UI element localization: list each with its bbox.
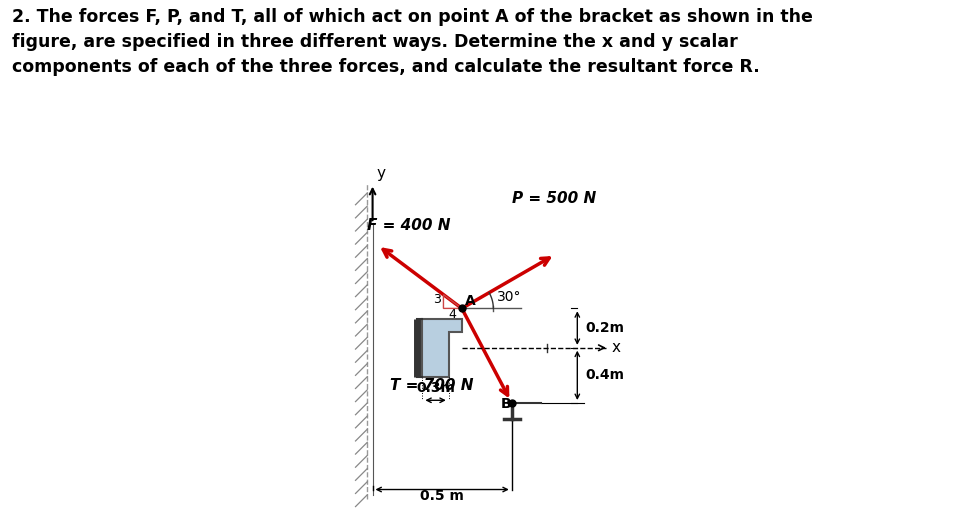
Text: F = 400 N: F = 400 N [367, 218, 451, 233]
Text: B: B [501, 397, 512, 411]
Text: 0.5 m: 0.5 m [420, 489, 464, 503]
Polygon shape [422, 319, 462, 377]
Text: x: x [612, 340, 620, 355]
Text: P = 500 N: P = 500 N [512, 191, 596, 206]
Text: 30°: 30° [498, 290, 522, 304]
Text: A: A [465, 294, 476, 308]
Text: 3: 3 [433, 293, 441, 306]
Text: 0.2m: 0.2m [585, 321, 624, 335]
Text: 4: 4 [449, 308, 456, 321]
Text: y: y [376, 166, 386, 181]
Text: 0.3m: 0.3m [416, 382, 455, 396]
Text: T = 700 N: T = 700 N [389, 378, 473, 393]
Text: 0.4m: 0.4m [585, 368, 624, 383]
Text: 2. The forces F, P, and T, all of which act on point A of the bracket as shown i: 2. The forces F, P, and T, all of which … [12, 8, 813, 76]
